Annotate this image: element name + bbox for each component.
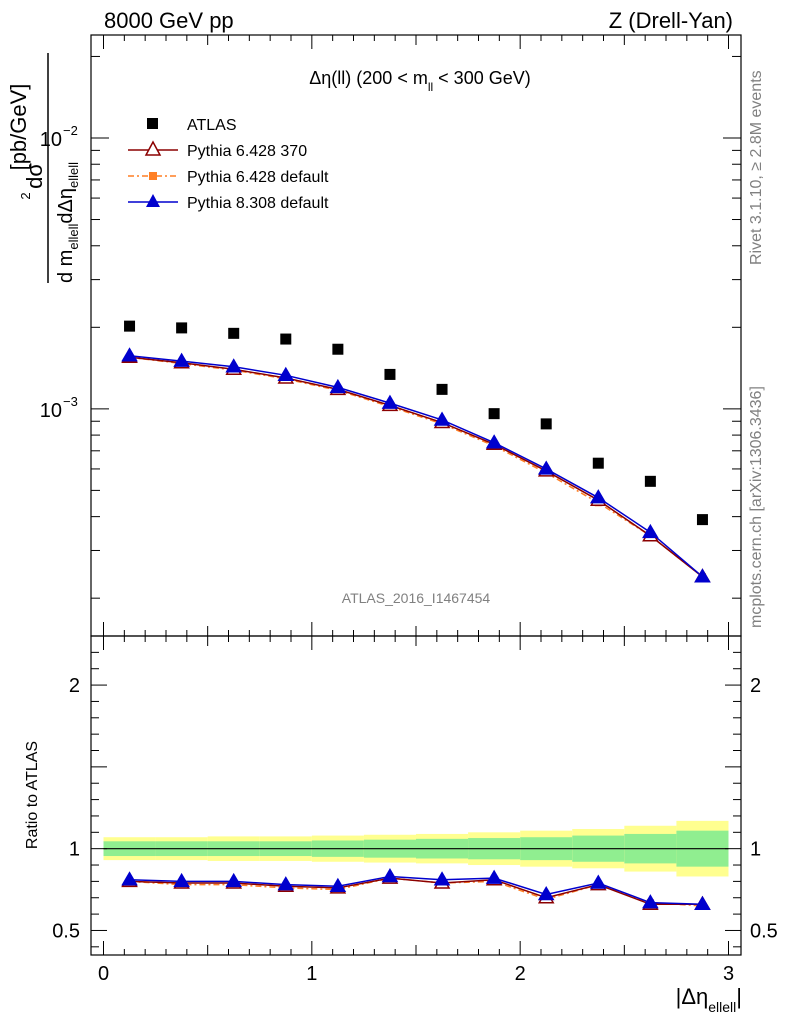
header-right: Z (Drell-Yan): [609, 8, 733, 33]
y-tick-label: 10: [40, 400, 62, 422]
p8-default-point: [433, 411, 451, 426]
main-panel-axes: 10−210−3: [40, 34, 742, 637]
x-tick-label: 0: [98, 963, 109, 985]
ratio-series-layer: [121, 867, 711, 911]
ratio-y-tick-label: 2: [69, 675, 80, 697]
analysis-watermark: ATLAS_2016_I1467454: [342, 590, 491, 606]
p8-default-line: [129, 355, 703, 578]
p6-370-line: [129, 356, 703, 578]
ratio-y-axis-label: Ratio to ATLAS: [24, 741, 41, 849]
x-tick-label: 2: [515, 963, 526, 985]
ratio-p8-default-point: [381, 867, 399, 883]
legend-item-pythia6-default: Pythia 6.428 default: [128, 169, 329, 186]
atlas-point: [644, 475, 656, 487]
ratio-y-tick-label: 0.5: [52, 920, 80, 942]
p8-default-point: [329, 378, 347, 394]
ratio-p8-default-point: [329, 877, 347, 893]
atlas-point: [176, 322, 188, 334]
svg-text:Pythia 6.428 370: Pythia 6.428 370: [187, 143, 307, 160]
svg-text:Pythia 8.308 default: Pythia 8.308 default: [187, 195, 329, 212]
atlas-point: [540, 418, 552, 430]
mcplots-label: mcplots.cern.ch [arXiv:1306.3436]: [748, 386, 765, 628]
atlas-point: [280, 333, 292, 345]
p8-default-point: [121, 347, 138, 362]
svg-text:d mellelldΔηellell: d mellelldΔηellell: [55, 162, 81, 283]
ratio-p8-default-point: [173, 872, 190, 888]
ratio-p8-default-point: [121, 871, 138, 886]
p8-default-point: [485, 434, 503, 449]
atlas-point: [384, 368, 396, 380]
legend-item-pythia8-default: Pythia 8.308 default: [128, 194, 329, 212]
x-tick-label: 1: [306, 963, 317, 985]
main-y-axis-unit: [pb/GeV]: [6, 84, 31, 171]
atlas-point: [592, 457, 604, 469]
ratio-p8-default-point: [589, 874, 607, 889]
ratio-y-tick-label-right: 2: [750, 675, 761, 697]
atlas-point: [228, 327, 240, 339]
ratio-p8-default-line: [129, 875, 703, 906]
p8-default-point: [537, 460, 555, 475]
y-tick-label-exponent: −2: [63, 123, 78, 138]
ratio-panel-axes: 0 1 2 3 0.5 0.5 1 1 2 2: [52, 635, 778, 985]
atlas-point: [332, 343, 344, 355]
p6-default-line: [129, 356, 703, 578]
svg-text:dσ: dσ: [22, 163, 47, 189]
y-tick-label: 10: [40, 129, 62, 151]
y-tick-label-exponent: −3: [63, 394, 78, 409]
atlas-point: [436, 383, 448, 395]
p8-default-point: [277, 366, 295, 382]
main-title: Δη(ll) (200 < mll < 300 GeV): [309, 68, 530, 94]
rivet-label: Rivet 3.1.10, ≥ 2.8M events: [748, 70, 765, 265]
p8-default-point: [225, 358, 243, 373]
legend: ATLAS Pythia 6.428 370 Pythia 6.428 defa…: [128, 117, 329, 212]
ratio-p8-default-point: [694, 895, 711, 911]
ratio-y-tick-label: 1: [69, 839, 80, 861]
x-axis-label: |Δηellell|: [676, 984, 742, 1015]
p8-default-point: [173, 352, 190, 367]
ratio-p8-default-point: [433, 871, 451, 886]
atlas-point: [124, 320, 136, 332]
ratio-p8-default-point: [225, 872, 243, 888]
ratio-p6-370-line: [129, 877, 703, 906]
svg-text:ATLAS: ATLAS: [187, 117, 237, 134]
p8-default-point: [642, 523, 659, 539]
legend-item-pythia6-370: Pythia 6.428 370: [128, 140, 307, 160]
main-y-axis-label: dσ 2 d mellelldΔηellell: [18, 53, 81, 283]
atlas-point: [696, 514, 708, 526]
ratio-p8-default-point: [485, 869, 503, 884]
ratio-y-tick-label-right: 0.5: [750, 920, 778, 942]
ratio-p8-default-point: [642, 894, 659, 909]
ratio-p8-default-point: [277, 876, 295, 891]
ratio-p8-default-point: [537, 885, 555, 901]
svg-text:Pythia 6.428 default: Pythia 6.428 default: [187, 169, 329, 186]
p8-default-point: [589, 489, 607, 504]
svg-text:2: 2: [18, 192, 33, 199]
header-left: 8000 GeV pp: [104, 8, 234, 33]
main-series-layer: [121, 320, 711, 583]
ratio-y-tick-label-right: 1: [750, 839, 761, 861]
legend-item-atlas: ATLAS: [147, 117, 237, 134]
x-tick-label: 3: [723, 963, 734, 985]
ratio-uncertainty-bands: [103, 820, 729, 877]
p8-default-point: [694, 568, 711, 583]
p8-default-point: [381, 394, 399, 409]
atlas-point: [488, 408, 500, 420]
